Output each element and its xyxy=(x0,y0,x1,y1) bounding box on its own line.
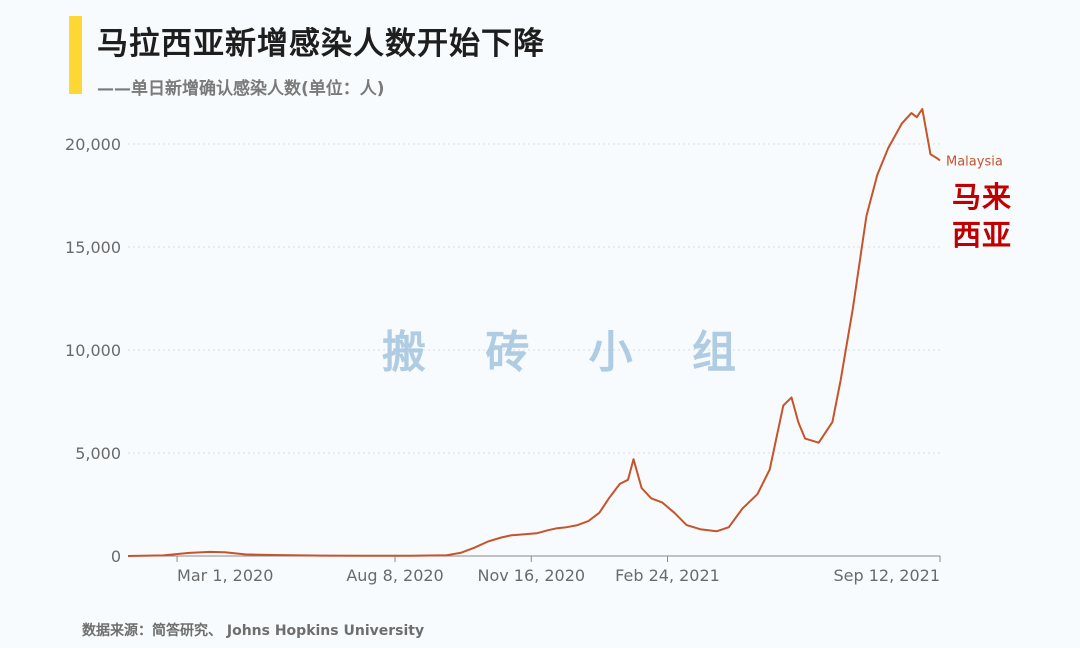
series-lines: Malaysia xyxy=(127,108,1003,557)
y-tick-label: 0 xyxy=(111,547,121,566)
watermark: 搬 砖 小 组 xyxy=(382,327,758,378)
chart-title: 马拉西亚新增感染人数开始下降 xyxy=(97,26,545,62)
x-tick-label: Feb 24, 2021 xyxy=(615,566,720,585)
x-tick-label: Mar 1, 2020 xyxy=(177,566,273,585)
x-axis: Mar 1, 2020 Aug 8, 2020 Nov 16, 2020 Feb 24… xyxy=(128,555,941,585)
y-tick-label: 5,000 xyxy=(75,444,121,463)
series-line xyxy=(127,108,941,557)
y-tick-label: 20,000 xyxy=(65,135,121,154)
country-annotation: 马来 西亚 xyxy=(952,178,1032,254)
data-source: 数据来源：简答研究、 Johns Hopkins University xyxy=(82,623,425,639)
annotation-line: 西亚 xyxy=(952,218,1013,252)
y-tick-label: 15,000 xyxy=(65,238,121,257)
x-tick-label: Aug 8, 2020 xyxy=(346,566,443,585)
gridlines xyxy=(128,143,940,454)
series-label: Malaysia xyxy=(946,154,1003,169)
annotation-line: 马来 xyxy=(952,180,1013,214)
x-tick-label: Sep 12, 2021 xyxy=(834,566,941,585)
chart-subtitle: ——单日新增确认感染人数(单位：人) xyxy=(97,79,385,99)
x-tick-label: Nov 16, 2020 xyxy=(477,566,585,585)
y-tick-label: 10,000 xyxy=(65,341,121,360)
title-accent-bar xyxy=(69,16,82,94)
y-axis-ticks: 0 5,000 10,000 15,000 20,000 xyxy=(65,135,121,566)
